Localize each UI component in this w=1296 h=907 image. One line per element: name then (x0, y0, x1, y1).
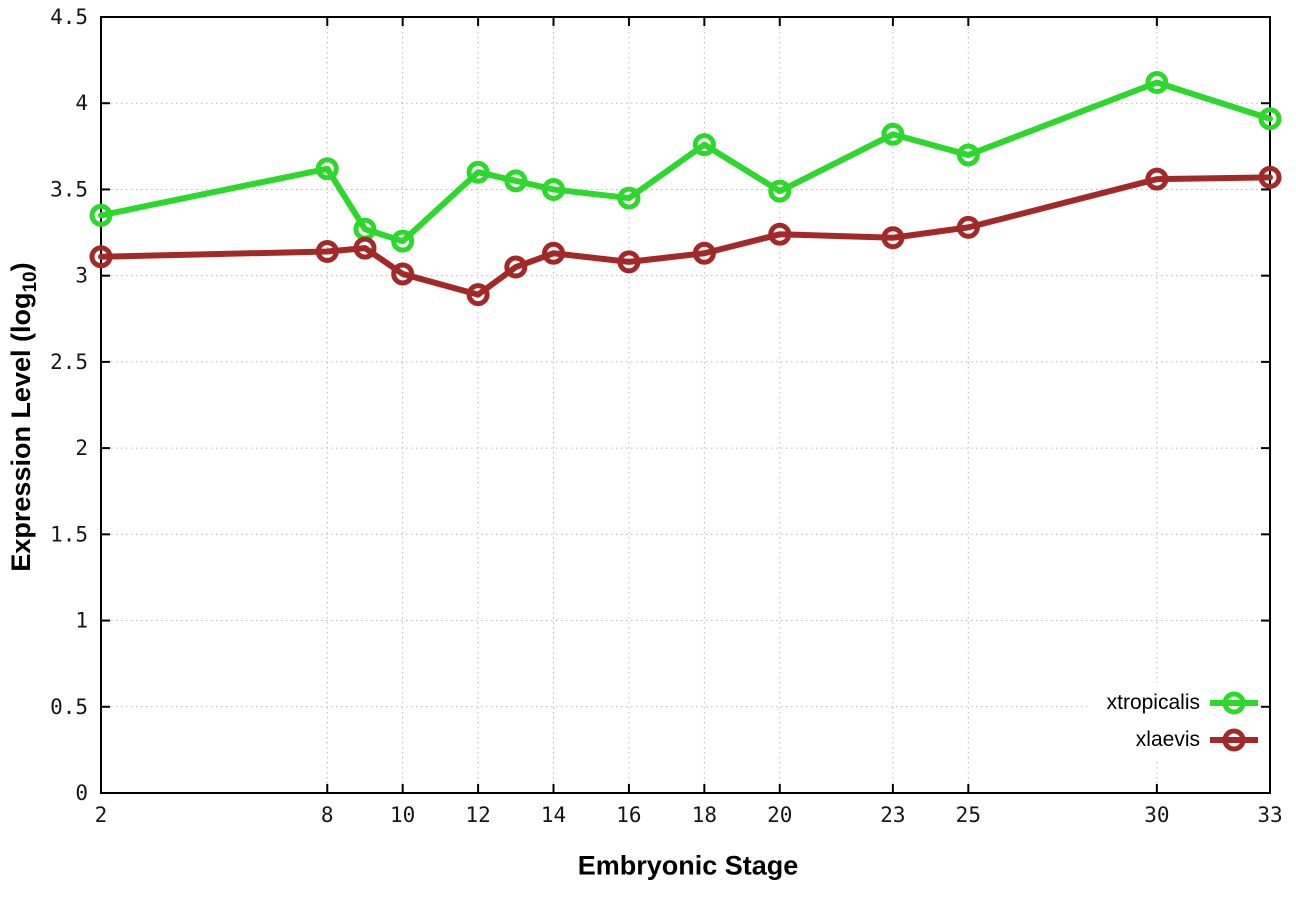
x-tick-label: 25 (956, 803, 981, 827)
y-axis-title-subscript: 10 (20, 271, 41, 293)
y-tick-label: 1.5 (50, 522, 88, 546)
legend-row: xtropicalis (1107, 684, 1258, 721)
marker-xlaevis (315, 240, 339, 264)
y-tick-label: 1 (75, 609, 88, 633)
y-tick-label: 0.5 (50, 695, 88, 719)
marker-xlaevis (466, 283, 490, 307)
legend: xtropicalis xlaevis (1090, 683, 1258, 759)
x-tick-label: 33 (1257, 803, 1282, 827)
x-tick-label: 14 (541, 803, 566, 827)
marker-xtropicalis (1145, 71, 1169, 95)
x-axis-title: Embryonic Stage (577, 850, 799, 881)
marker-xtropicalis (1258, 107, 1282, 131)
marker-xtropicalis (89, 203, 113, 227)
marker-xlaevis (956, 215, 980, 239)
marker-xlaevis (353, 236, 377, 260)
marker-xlaevis (692, 241, 716, 265)
marker-xtropicalis (956, 143, 980, 167)
marker-xlaevis (768, 222, 792, 246)
marker-xtropicalis (617, 186, 641, 210)
series-line-xtropicalis (98, 79, 1273, 245)
x-tick-label: 30 (1144, 803, 1169, 827)
marker-xlaevis (504, 255, 528, 279)
legend-label: xtropicalis (1106, 690, 1200, 714)
y-axis-title: Expression Level (log10) (6, 262, 42, 571)
x-tick-label: 16 (616, 803, 641, 827)
y-tick-label: 3.5 (50, 177, 88, 201)
y-axis-title-end: ) (6, 262, 36, 272)
x-tick-label: 10 (390, 803, 415, 827)
marker-xtropicalis (768, 179, 792, 203)
series-line-xlaevis (98, 174, 1273, 298)
x-tick-label: 8 (321, 803, 334, 827)
marker-xtropicalis (504, 169, 528, 193)
legend-sample-icon (1210, 728, 1258, 751)
y-tick-label: 4 (75, 91, 88, 115)
legend-row: xlaevis (1107, 721, 1258, 758)
marker-xlaevis (1145, 167, 1169, 191)
marker-xlaevis (391, 262, 415, 286)
marker-xtropicalis (466, 160, 490, 184)
marker-xtropicalis (315, 157, 339, 181)
y-tick-label: 2 (75, 436, 88, 460)
marker-xtropicalis (881, 122, 905, 146)
marker-xtropicalis (542, 177, 566, 201)
x-tick-label: 20 (767, 803, 792, 827)
x-tick-label: 23 (880, 803, 905, 827)
x-tick-label: 2 (95, 803, 108, 827)
marker-xlaevis (617, 250, 641, 274)
x-tick-label: 12 (465, 803, 490, 827)
marker-xtropicalis (391, 229, 415, 253)
marker-xlaevis (881, 226, 905, 250)
y-tick-label: 3 (75, 264, 88, 288)
legend-sample-icon (1210, 691, 1258, 714)
x-tick-label: 18 (692, 803, 717, 827)
y-axis-title-main: Expression Level (log (6, 292, 36, 572)
marker-xlaevis (1258, 165, 1282, 189)
y-tick-label: 2.5 (50, 350, 88, 374)
legend-label: xlaevis (1135, 727, 1200, 751)
marker-xlaevis (542, 241, 566, 265)
y-tick-label: 4.5 (50, 5, 88, 29)
marker-xlaevis (89, 245, 113, 269)
plot-border (100, 16, 1271, 794)
marker-xtropicalis (692, 133, 716, 157)
y-tick-label: 0 (75, 781, 88, 805)
